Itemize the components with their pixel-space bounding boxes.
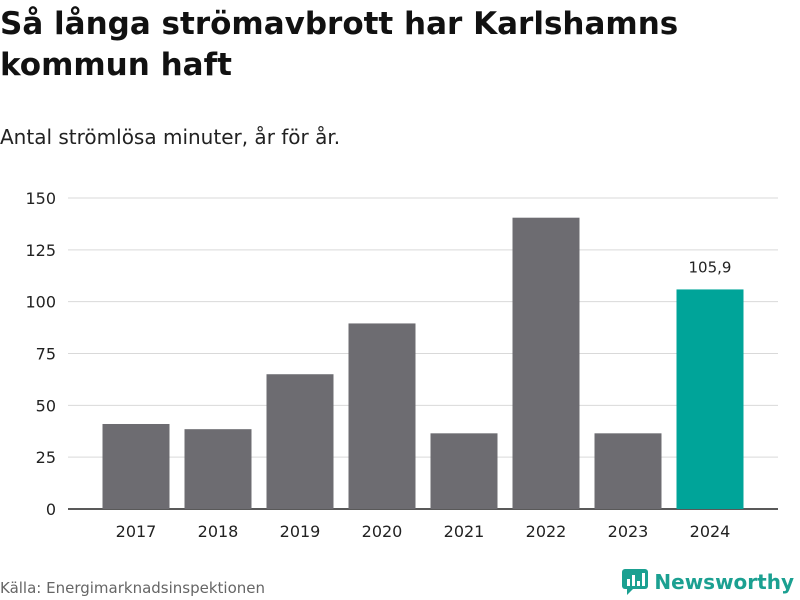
y-tick-label-50: 50 bbox=[36, 396, 56, 415]
chart-title: Så långa strömavbrott har Karlshamns kom… bbox=[0, 6, 679, 83]
x-tick-label-2019: 2019 bbox=[280, 522, 321, 541]
y-tick-label-100: 100 bbox=[25, 293, 56, 312]
newsworthy-logo-icon bbox=[622, 569, 649, 595]
x-tick-label-2020: 2020 bbox=[362, 522, 403, 541]
bar-2020 bbox=[348, 323, 416, 509]
y-tick-label-0: 0 bbox=[46, 500, 56, 519]
x-tick-label-2024: 2024 bbox=[690, 522, 731, 541]
chart-subtitle: Antal strömlösa minuter, år för år. bbox=[0, 125, 341, 149]
bar-2017 bbox=[102, 423, 170, 509]
bar-2022 bbox=[512, 217, 580, 510]
bar-chart: 0 25 50 75 100 125 150 2017 2018 2019 2020 2021 2022… bbox=[25, 189, 778, 541]
y-tick-label-125: 125 bbox=[25, 241, 56, 260]
x-tick-label-2018: 2018 bbox=[198, 522, 239, 541]
brand-logo: Newsworthy bbox=[622, 569, 794, 595]
x-tick-label-2023: 2023 bbox=[608, 522, 649, 541]
x-tick-label-2021: 2021 bbox=[444, 522, 485, 541]
bar-2024 bbox=[676, 289, 744, 509]
y-tick-label-75: 75 bbox=[36, 345, 56, 364]
bar-2018 bbox=[184, 429, 252, 509]
bar-2021 bbox=[430, 433, 498, 509]
data-label-2024: 105,9 bbox=[689, 258, 732, 276]
x-tick-label-2022: 2022 bbox=[526, 522, 567, 541]
bar-2023 bbox=[594, 433, 662, 509]
brand-name: Newsworthy bbox=[654, 570, 794, 594]
y-tick-label-25: 25 bbox=[36, 448, 56, 467]
x-tick-label-2017: 2017 bbox=[116, 522, 157, 541]
bar-2019 bbox=[266, 374, 334, 509]
source-note: Källa: Energimarknadsinspektionen bbox=[0, 579, 266, 597]
y-tick-label-150: 150 bbox=[25, 189, 56, 208]
